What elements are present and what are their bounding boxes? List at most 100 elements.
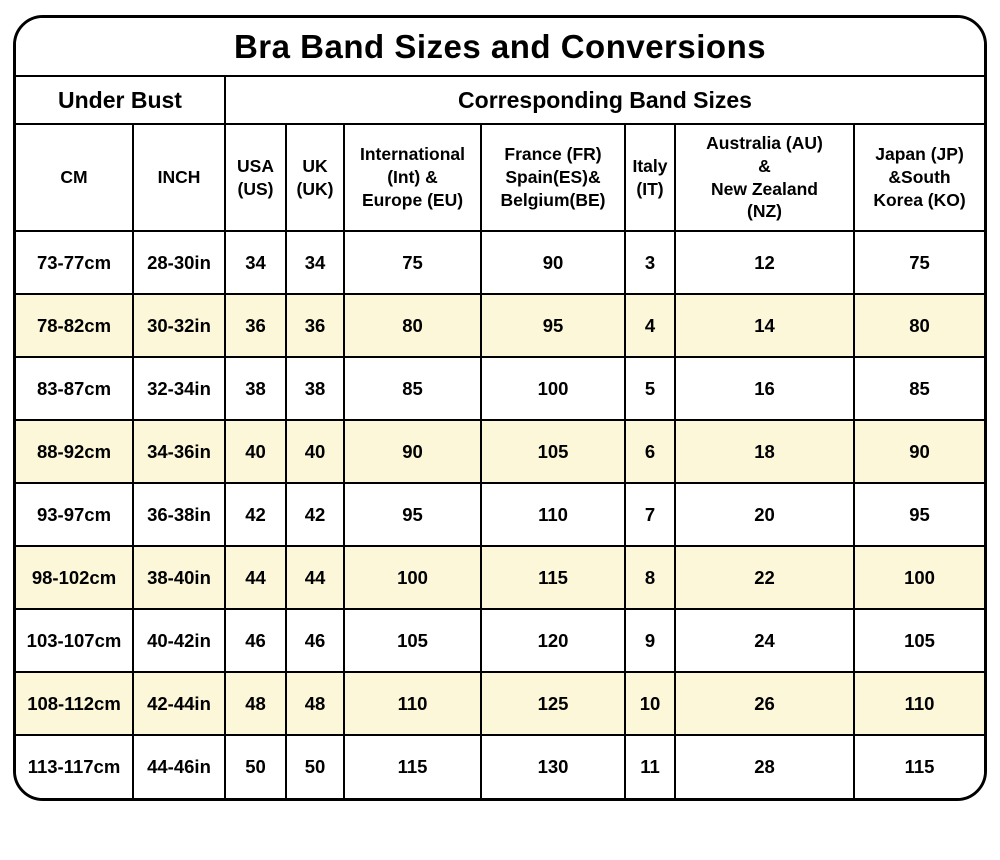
cell-inch: 30-32in xyxy=(132,293,226,358)
cell-inch: 32-34in xyxy=(132,356,226,421)
cell-uk: 38 xyxy=(285,356,345,421)
cell-int-eu: 75 xyxy=(343,230,482,295)
column-header-australia-new-zealand: Australia (AU) & New Zealand (NZ) xyxy=(674,123,855,232)
cell-int-eu: 105 xyxy=(343,608,482,673)
cell-au-nz: 26 xyxy=(674,671,855,736)
table-row: 113-117cm 44-46in 50 50 115 130 11 28 11… xyxy=(16,734,984,798)
cell-usa: 46 xyxy=(224,608,287,673)
cell-au-nz: 12 xyxy=(674,230,855,295)
cell-cm: 98-102cm xyxy=(16,545,134,610)
cell-uk: 34 xyxy=(285,230,345,295)
cell-it: 11 xyxy=(624,734,676,798)
cell-au-nz: 14 xyxy=(674,293,855,358)
cell-jp-ko: 95 xyxy=(852,482,984,547)
table-row: 108-112cm 42-44in 48 48 110 125 10 26 11… xyxy=(16,671,984,736)
cell-jp-ko: 90 xyxy=(852,419,984,484)
table-row: 88-92cm 34-36in 40 40 90 105 6 18 90 xyxy=(16,419,984,484)
table-title: Bra Band Sizes and Conversions xyxy=(16,18,984,77)
column-header-uk: UK (UK) xyxy=(285,123,345,232)
cell-it: 6 xyxy=(624,419,676,484)
cell-fr-es-be: 125 xyxy=(480,671,626,736)
cell-au-nz: 18 xyxy=(674,419,855,484)
cell-fr-es-be: 110 xyxy=(480,482,626,547)
cell-fr-es-be: 90 xyxy=(480,230,626,295)
cell-usa: 34 xyxy=(224,230,287,295)
cell-usa: 38 xyxy=(224,356,287,421)
cell-usa: 44 xyxy=(224,545,287,610)
cell-au-nz: 16 xyxy=(674,356,855,421)
cell-int-eu: 85 xyxy=(343,356,482,421)
cell-cm: 93-97cm xyxy=(16,482,134,547)
column-header-international-europe: International (Int) & Europe (EU) xyxy=(343,123,482,232)
table-row: 103-107cm 40-42in 46 46 105 120 9 24 105 xyxy=(16,608,984,673)
cell-au-nz: 20 xyxy=(674,482,855,547)
cell-fr-es-be: 130 xyxy=(480,734,626,798)
cell-uk: 50 xyxy=(285,734,345,798)
cell-int-eu: 100 xyxy=(343,545,482,610)
cell-inch: 42-44in xyxy=(132,671,226,736)
cell-int-eu: 95 xyxy=(343,482,482,547)
cell-jp-ko: 110 xyxy=(852,671,984,736)
cell-cm: 103-107cm xyxy=(16,608,134,673)
cell-au-nz: 22 xyxy=(674,545,855,610)
cell-usa: 40 xyxy=(224,419,287,484)
cell-usa: 42 xyxy=(224,482,287,547)
cell-jp-ko: 75 xyxy=(852,230,984,295)
table-row: 98-102cm 38-40in 44 44 100 115 8 22 100 xyxy=(16,545,984,610)
cell-inch: 28-30in xyxy=(132,230,226,295)
cell-cm: 83-87cm xyxy=(16,356,134,421)
cell-inch: 38-40in xyxy=(132,545,226,610)
cell-uk: 36 xyxy=(285,293,345,358)
cell-cm: 78-82cm xyxy=(16,293,134,358)
cell-inch: 44-46in xyxy=(132,734,226,798)
cell-it: 7 xyxy=(624,482,676,547)
cell-fr-es-be: 115 xyxy=(480,545,626,610)
cell-jp-ko: 100 xyxy=(852,545,984,610)
cell-cm: 88-92cm xyxy=(16,419,134,484)
cell-usa: 48 xyxy=(224,671,287,736)
cell-uk: 40 xyxy=(285,419,345,484)
table-row: 78-82cm 30-32in 36 36 80 95 4 14 80 xyxy=(16,293,984,358)
cell-uk: 44 xyxy=(285,545,345,610)
column-header-cm: CM xyxy=(16,123,134,232)
group-header-row: Under Bust Corresponding Band Sizes xyxy=(16,75,984,125)
cell-it: 5 xyxy=(624,356,676,421)
bra-size-table-card: Bra Band Sizes and Conversions Under Bus… xyxy=(13,15,987,801)
column-header-italy: Italy (IT) xyxy=(624,123,676,232)
group-header-corresponding-band-sizes: Corresponding Band Sizes xyxy=(223,75,984,125)
bra-size-conversion-table: Bra Band Sizes and Conversions Under Bus… xyxy=(16,18,984,798)
cell-au-nz: 24 xyxy=(674,608,855,673)
cell-fr-es-be: 100 xyxy=(480,356,626,421)
column-header-france-spain-belgium: France (FR) Spain(ES)& Belgium(BE) xyxy=(480,123,626,232)
column-header-row: CM INCH USA (US) UK (UK) International (… xyxy=(16,123,984,232)
table-row: 93-97cm 36-38in 42 42 95 110 7 20 95 xyxy=(16,482,984,547)
column-header-japan-south-korea: Japan (JP) &South Korea (KO) xyxy=(852,123,984,232)
cell-uk: 48 xyxy=(285,671,345,736)
cell-uk: 42 xyxy=(285,482,345,547)
cell-it: 9 xyxy=(624,608,676,673)
cell-int-eu: 115 xyxy=(343,734,482,798)
title-row: Bra Band Sizes and Conversions xyxy=(16,18,984,77)
column-header-inch: INCH xyxy=(132,123,226,232)
cell-jp-ko: 105 xyxy=(852,608,984,673)
cell-usa: 50 xyxy=(224,734,287,798)
cell-int-eu: 80 xyxy=(343,293,482,358)
cell-inch: 34-36in xyxy=(132,419,226,484)
cell-fr-es-be: 105 xyxy=(480,419,626,484)
cell-int-eu: 90 xyxy=(343,419,482,484)
cell-jp-ko: 85 xyxy=(852,356,984,421)
cell-fr-es-be: 120 xyxy=(480,608,626,673)
cell-jp-ko: 80 xyxy=(852,293,984,358)
cell-inch: 36-38in xyxy=(132,482,226,547)
cell-it: 3 xyxy=(624,230,676,295)
cell-cm: 113-117cm xyxy=(16,734,134,798)
cell-jp-ko: 115 xyxy=(852,734,984,798)
cell-it: 8 xyxy=(624,545,676,610)
cell-uk: 46 xyxy=(285,608,345,673)
column-header-usa: USA (US) xyxy=(224,123,287,232)
table-row: 83-87cm 32-34in 38 38 85 100 5 16 85 xyxy=(16,356,984,421)
group-header-under-bust: Under Bust xyxy=(16,75,226,125)
cell-fr-es-be: 95 xyxy=(480,293,626,358)
cell-int-eu: 110 xyxy=(343,671,482,736)
